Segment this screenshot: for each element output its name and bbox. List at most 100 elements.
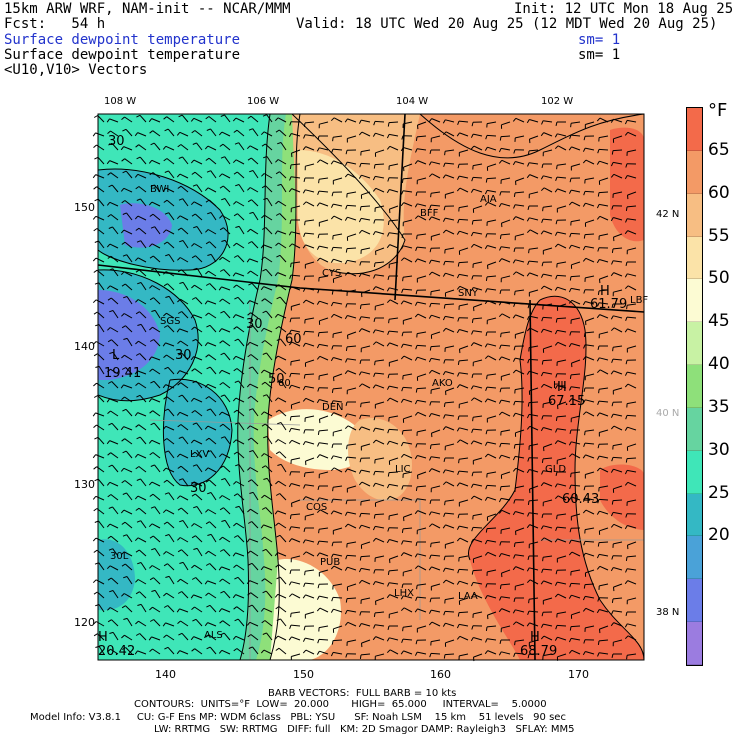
wind-barb — [585, 497, 595, 501]
wind-barb — [139, 156, 147, 165]
wind-barb-flag — [457, 360, 460, 365]
station-label: GLD — [545, 464, 567, 475]
wind-barb — [570, 625, 581, 628]
wind-barb — [599, 412, 609, 417]
wind-barb — [152, 368, 161, 375]
wind-barb-flag — [247, 199, 252, 203]
wind-barb-flag — [176, 370, 181, 375]
wind-barb-flag — [178, 478, 183, 481]
wind-barb-flag — [471, 122, 474, 127]
wind-barb-flag — [134, 215, 139, 220]
wind-barb-flag — [134, 257, 139, 262]
wind-barb — [250, 312, 259, 319]
wind-barb-flag — [386, 244, 391, 249]
wind-barb — [319, 257, 329, 263]
wind-barb-flag — [123, 617, 128, 620]
wind-barb-flag — [570, 123, 572, 128]
wind-barb-flag — [204, 342, 209, 347]
wind-barb — [375, 247, 385, 252]
wind-barb — [109, 398, 119, 403]
wind-barb-flag — [249, 211, 254, 214]
wind-barb-flag — [302, 201, 307, 206]
wind-barb — [110, 214, 119, 221]
wind-barb — [500, 583, 511, 586]
wind-barb — [251, 282, 259, 291]
wind-barb-flag — [137, 323, 142, 326]
wind-barb-flag — [135, 466, 140, 470]
wind-barb — [98, 646, 105, 655]
wind-barb — [95, 215, 105, 221]
wind-barb — [543, 470, 553, 473]
wind-barb-flag — [232, 397, 237, 402]
wind-barb — [266, 156, 273, 165]
wind-barb — [571, 594, 581, 599]
wind-barb — [180, 424, 189, 431]
wind-barb-flag — [274, 272, 279, 277]
wind-barb-flag — [120, 384, 124, 389]
wind-barb-flag — [122, 450, 127, 454]
wind-barb-flag — [457, 514, 460, 519]
wind-barb-flag — [107, 381, 112, 384]
wind-barb — [252, 212, 259, 221]
wind-barb-flag — [162, 622, 166, 627]
wind-barb-flag — [626, 655, 628, 660]
wind-barb — [402, 177, 413, 180]
wind-barb — [361, 579, 371, 585]
wind-barb — [486, 134, 497, 137]
wind-barb-flag — [109, 310, 114, 313]
wind-barb-flag — [219, 227, 224, 231]
wind-barb — [224, 436, 231, 445]
wind-barb-flag — [429, 499, 432, 505]
wind-barb — [375, 499, 385, 504]
wind-barb-flag — [401, 178, 404, 183]
wind-barb — [182, 436, 189, 445]
wind-barb — [278, 326, 287, 333]
wind-barb — [445, 131, 455, 137]
wind-barb — [319, 650, 329, 655]
wind-barb-flag — [233, 201, 237, 205]
wind-barb-flag — [598, 389, 600, 394]
wind-barb — [599, 203, 609, 207]
wind-barb — [318, 638, 329, 641]
wind-barb-flag — [596, 160, 600, 165]
wind-barb — [154, 506, 161, 515]
wind-barb-flag — [457, 612, 460, 617]
wind-barb-flag — [597, 302, 600, 307]
wind-barb — [375, 149, 385, 154]
wind-barb — [473, 581, 483, 585]
wind-barb — [180, 340, 189, 347]
wind-barb — [305, 611, 315, 615]
wind-barb-flag — [555, 416, 558, 421]
wind-barb — [137, 257, 147, 263]
wind-barb — [154, 226, 161, 235]
wind-barb — [110, 130, 119, 137]
wind-barb-flag — [263, 156, 268, 159]
wind-barb-flag — [121, 158, 126, 162]
wind-barb — [208, 116, 217, 123]
wind-barb-flag — [555, 176, 558, 181]
wind-barb-flag — [191, 564, 195, 569]
wind-barb-flag — [344, 621, 349, 626]
wind-barb-flag — [92, 215, 97, 220]
wind-barb — [290, 274, 301, 277]
wind-barb — [430, 204, 441, 207]
wind-barb-flag — [122, 408, 127, 412]
wind-barb — [319, 343, 329, 347]
wind-barb — [529, 247, 539, 250]
wind-barb-flag — [275, 326, 280, 330]
wind-barb-flag — [234, 142, 239, 145]
wind-barb-flag — [345, 401, 348, 407]
wind-barb — [305, 496, 315, 501]
wind-barb-flag — [149, 172, 154, 176]
wind-barb — [347, 358, 357, 361]
wind-barb-flag — [556, 165, 558, 170]
wind-barb — [473, 133, 483, 137]
wind-barb — [403, 453, 413, 459]
wind-barb-flag — [331, 345, 334, 350]
wind-barb-flag — [554, 440, 559, 445]
wind-barb — [599, 467, 609, 473]
wind-barb-flag — [218, 131, 223, 136]
wind-barb-flag — [471, 318, 474, 323]
wind-barb — [180, 578, 189, 585]
wind-barb-flag — [373, 471, 376, 476]
